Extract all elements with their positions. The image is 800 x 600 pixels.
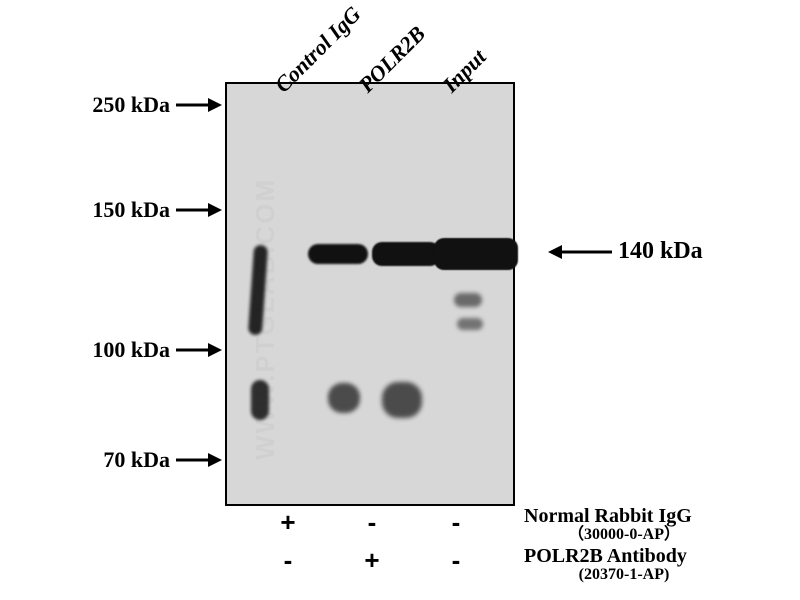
mw-marker-label: 70 kDa (0, 447, 170, 473)
antibody-title: POLR2B Antibody (524, 546, 724, 567)
plus-minus-cell: - (276, 545, 300, 576)
antibody-label: Normal Rabbit IgG（30000-0-AP） (524, 506, 724, 544)
mw-marker-arrow (176, 451, 222, 469)
band (328, 383, 360, 413)
band (454, 293, 482, 307)
antibody-title: Normal Rabbit IgG (524, 506, 724, 527)
plus-minus-cell: + (276, 507, 300, 538)
mw-marker-label: 250 kDa (0, 92, 170, 118)
band (308, 244, 368, 264)
band (434, 238, 518, 270)
band (457, 318, 483, 330)
antibody-label: POLR2B Antibody(20370-1-AP) (524, 546, 724, 584)
band (372, 242, 440, 266)
mw-marker-arrow (176, 341, 222, 359)
plus-minus-cell: - (444, 545, 468, 576)
target-arrow (548, 243, 612, 261)
mw-marker-label: 100 kDa (0, 337, 170, 363)
mw-marker-arrow (176, 96, 222, 114)
plus-minus-cell: - (444, 507, 468, 538)
plus-minus-cell: - (360, 507, 384, 538)
mw-marker-arrow (176, 201, 222, 219)
mw-marker-label: 150 kDa (0, 197, 170, 223)
antibody-catalog: （30000-0-AP） (524, 527, 724, 544)
band (382, 382, 422, 418)
antibody-catalog: (20370-1-AP) (524, 567, 724, 584)
band (251, 380, 269, 420)
plus-minus-cell: + (360, 545, 384, 576)
target-label: 140 kDa (618, 238, 703, 265)
